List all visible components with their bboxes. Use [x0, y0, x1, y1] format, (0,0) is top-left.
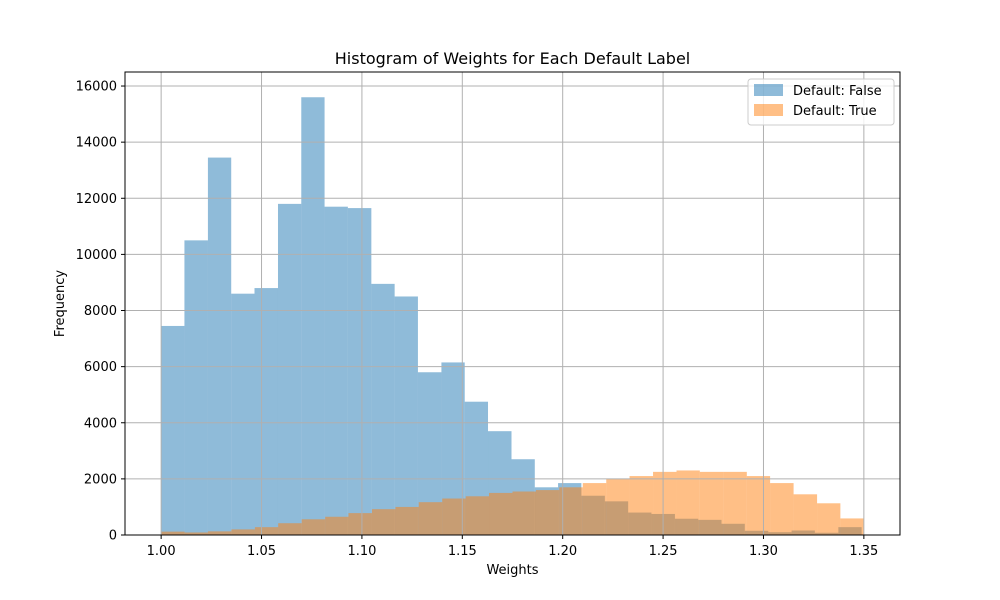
bar-default-true-bin-9 [371, 509, 396, 535]
bar-default-true-bin-6 [301, 519, 326, 535]
bar-default-true-bin-5 [278, 523, 302, 535]
bar-default-true-bin-3 [231, 529, 255, 535]
bar-default-true-bin-24 [723, 471, 747, 535]
legend-swatch-default-false [754, 84, 783, 96]
x-tick-label-1: 1.05 [247, 544, 276, 559]
chart-title: Histogram of Weights for Each Default La… [335, 49, 691, 68]
bar-default-true-bin-26 [770, 483, 794, 535]
bar-default-true-bin-7 [325, 516, 349, 535]
x-tick-label-4: 1.20 [548, 544, 577, 559]
x-tick-label-7: 1.35 [849, 544, 878, 559]
legend-swatch-default-true [754, 104, 783, 116]
bar-default-true-bin-19 [606, 478, 630, 535]
y-tick-label-7: 14000 [76, 136, 117, 151]
x-tick-label-5: 1.25 [649, 544, 678, 559]
bar-default-true-bin-29 [840, 518, 864, 535]
legend: Default: False Default: True [747, 78, 895, 126]
x-tick-label-2: 1.10 [347, 544, 376, 559]
x-tick-label-6: 1.30 [749, 544, 778, 559]
bar-default-false-bin-4 [254, 288, 278, 535]
legend-label-default-true: Default: True [793, 104, 877, 119]
bar-default-false-bin-1 [184, 240, 208, 536]
bar-default-false-bin-7 [324, 206, 348, 535]
bar-default-false-bin-6 [301, 97, 325, 535]
bar-default-true-bin-28 [817, 503, 841, 535]
bar-default-true-bin-14 [489, 492, 513, 535]
bar-default-true-bin-20 [629, 476, 654, 535]
bar-default-true-bin-23 [699, 471, 724, 535]
bar-default-true-bin-17 [559, 487, 583, 535]
y-tick-label-6: 12000 [76, 192, 117, 207]
bar-default-true-bin-11 [418, 502, 443, 535]
bar-default-true-bin-12 [442, 498, 466, 535]
bar-default-true-bin-4 [254, 527, 279, 535]
y-tick-label-5: 10000 [76, 248, 117, 263]
bar-default-false-bin-9 [371, 283, 395, 535]
y-tick-label-2: 4000 [84, 416, 117, 431]
y-tick-label-4: 8000 [84, 304, 117, 319]
bar-default-false-bin-3 [231, 293, 255, 535]
bar-default-true-bin-13 [465, 496, 490, 535]
bar-default-false-bin-12 [441, 362, 465, 535]
legend-label-default-false: Default: False [793, 84, 882, 99]
bar-default-false-bin-5 [277, 203, 302, 535]
legend-box [747, 78, 895, 126]
x-tick-label-3: 1.15 [448, 544, 477, 559]
bar-default-false-bin-11 [417, 372, 442, 535]
bar-default-true-bin-0 [161, 531, 185, 535]
bar-default-true-bin-15 [512, 491, 536, 535]
bar-default-true-bin-21 [653, 471, 677, 535]
bar-default-true-bin-18 [582, 483, 607, 535]
plot-frame [124, 71, 901, 536]
x-axis-label: Weights [486, 563, 538, 578]
axis-ticks: 1.00 1.05 1.10 1.15 1.20 1.25 1.30 1.35 0 2000 400… [76, 80, 879, 559]
y-tick-label-3: 6000 [84, 360, 117, 375]
histogram-bars [161, 97, 864, 536]
y-tick-label-8: 16000 [76, 80, 117, 95]
y-axis-label: Frequency [53, 270, 68, 337]
bar-default-true-bin-25 [746, 476, 771, 535]
bar-default-false-bin-8 [347, 208, 372, 535]
x-tick-label-0: 1.00 [147, 544, 176, 559]
bar-default-false-bin-0 [161, 325, 185, 535]
bar-default-true-bin-1 [184, 532, 208, 535]
bar-default-false-bin-10 [394, 296, 418, 535]
y-tick-label-1: 2000 [84, 472, 117, 487]
bar-default-true-bin-2 [207, 531, 232, 535]
bar-default-true-bin-27 [793, 494, 818, 535]
bar-default-false-bin-2 [207, 157, 232, 535]
bar-default-true-bin-16 [535, 490, 560, 535]
y-tick-label-0: 0 [109, 529, 117, 544]
bar-default-true-bin-22 [676, 470, 700, 535]
bar-default-true-bin-10 [395, 506, 419, 535]
bar-default-true-bin-8 [348, 513, 372, 535]
